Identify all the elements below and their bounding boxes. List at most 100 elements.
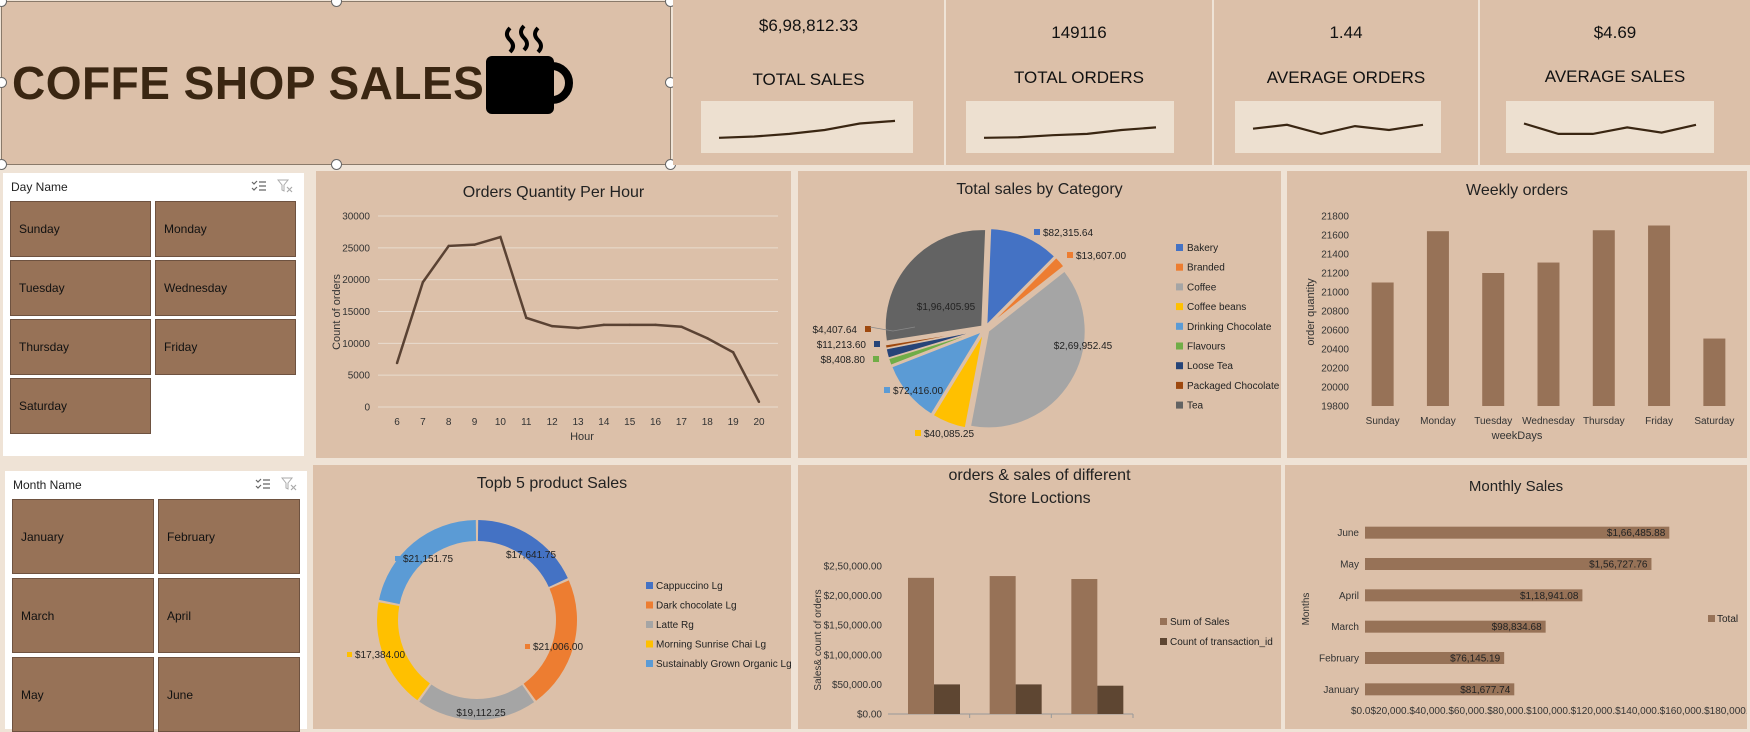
slicer-item-june[interactable]: June — [158, 657, 300, 732]
slicer-item-monday[interactable]: Monday — [155, 201, 296, 257]
slicer-item-may[interactable]: May — [12, 657, 154, 732]
data-label: $40,085.25 — [924, 429, 974, 440]
slicer-title: Day Name — [11, 180, 68, 194]
y-tick-label: June — [1337, 528, 1359, 539]
clear-filter-icon[interactable] — [277, 179, 293, 193]
data-label: $8,408.80 — [821, 355, 866, 366]
data-label-marker — [395, 556, 400, 561]
y-tick-label: $1,50,000.00 — [824, 621, 883, 632]
x-tick-label: Tuesday — [1474, 416, 1512, 427]
slicer-item-january[interactable]: January — [12, 499, 154, 574]
data-label: $81,677.74 — [1460, 685, 1510, 696]
legend-label: Bakery — [1187, 243, 1218, 254]
category-pie-chart: $82,315.64 $13,607.00 $2,69,952.45 $40,085.… — [813, 227, 1280, 440]
store-bar-chart: $2,50,000.00 $2,00,000.00 $1,50,000.00 $1,0… — [813, 562, 1273, 721]
resize-handle[interactable] — [0, 77, 7, 88]
resize-handle[interactable] — [0, 159, 7, 170]
legend-label: Coffee — [1187, 282, 1217, 293]
legend-swatch — [1176, 303, 1183, 311]
data-point — [654, 323, 657, 327]
legend-swatch — [1160, 618, 1167, 625]
data-label: $1,66,485.88 — [1607, 528, 1666, 539]
x-tick-label: 17 — [676, 417, 688, 428]
data-label: $82,315.64 — [1043, 228, 1093, 239]
line-chart: 30000 25000 20000 15000 10000 5000 0 6 7 8 9 10 11 12… — [331, 212, 778, 443]
slicer-title: Month Name — [13, 478, 82, 492]
y-tick-label: 20800 — [1321, 307, 1349, 318]
legend-label: Coffee beans — [1187, 302, 1246, 313]
clear-filter-icon[interactable] — [281, 477, 297, 491]
kpi-card-total-sales: $6,98,812.33 TOTAL SALES — [673, 0, 944, 165]
multi-select-icon[interactable] — [255, 477, 271, 491]
legend-swatch — [1176, 322, 1183, 330]
legend-label: Sustainably Grown Organic Lg — [656, 659, 791, 670]
x-axis-label: weekDays — [1491, 430, 1543, 442]
bar-sum-of-sales — [1071, 579, 1098, 714]
data-label-marker — [347, 652, 352, 657]
sparkline — [1506, 101, 1714, 153]
sparkline — [701, 101, 913, 153]
resize-handle[interactable] — [331, 159, 342, 170]
y-tick-label: $0.00 — [857, 710, 882, 721]
data-label-marker — [865, 326, 871, 332]
kpi-label: AVERAGE SALES — [1544, 67, 1686, 86]
bar-thursday — [1592, 230, 1615, 406]
pie-slice-bakery — [985, 227, 1056, 328]
data-label-marker — [884, 387, 890, 393]
slicer-item-april[interactable]: April — [158, 578, 300, 653]
data-label: $72,416.00 — [893, 386, 943, 397]
bar-march — [1365, 620, 1546, 633]
y-tick-label: 21200 — [1321, 269, 1349, 280]
y-tick-label: $1,00,000.00 — [824, 650, 883, 661]
slicer-item-tuesday[interactable]: Tuesday — [10, 260, 151, 316]
store-locations-panel: orders & sales of different Store Loctio… — [798, 465, 1281, 729]
x-tick-label: 19 — [728, 417, 740, 428]
sales-by-category-panel: Total sales by Category $82,315.64 $13,60… — [798, 171, 1281, 458]
data-label: $19,112.25 — [456, 708, 506, 719]
y-tick-label: April — [1339, 591, 1359, 602]
resize-handle[interactable] — [331, 0, 342, 7]
y-tick-label: 20400 — [1321, 345, 1349, 356]
y-axis-label: Count of orders — [331, 274, 343, 350]
data-point — [576, 326, 580, 330]
chart-title: orders & sales of different — [948, 467, 1131, 484]
data-label: $1,96,405.95 — [917, 302, 976, 313]
day-slicer[interactable]: Day Name Sunday Monday Tuesday Wednesday… — [3, 173, 304, 456]
sparkline-series — [1523, 122, 1697, 136]
slicer-item-thursday[interactable]: Thursday — [10, 319, 151, 375]
slicer-item-march[interactable]: March — [12, 578, 154, 653]
legend-swatch — [1176, 283, 1183, 291]
slicer-item-sunday[interactable]: Sunday — [10, 201, 151, 257]
y-tick-label: 20000 — [1321, 383, 1349, 394]
y-tick-label: 19800 — [1321, 402, 1349, 413]
y-axis-label: Sales& count of orders — [813, 589, 824, 690]
orders-line — [395, 235, 761, 403]
data-label-marker — [873, 356, 879, 362]
monthly-bar-chart: $1,66,485.88 June $1,56,727.76 May $1,18,941… — [1301, 526, 1747, 717]
x-tick-label: Sunday — [1366, 416, 1400, 427]
y-tick-label: 21400 — [1321, 250, 1349, 261]
title-panel[interactable]: COFFE SHOP SALES — [0, 0, 676, 170]
slicer-item-friday[interactable]: Friday — [155, 319, 296, 375]
data-label: $17,384.00 — [355, 650, 405, 661]
data-label-marker — [525, 644, 530, 649]
pie-slice-coffee-beans — [931, 332, 985, 429]
data-point — [550, 324, 554, 328]
month-slicer[interactable]: Month Name January February March April … — [5, 471, 307, 732]
data-point — [602, 323, 606, 327]
data-label-marker — [874, 341, 880, 347]
legend-swatch — [1176, 244, 1183, 251]
pie-slice-branded — [987, 256, 1066, 327]
slicer-item-saturday[interactable]: Saturday — [10, 378, 151, 434]
legend-label: Total — [1717, 614, 1738, 625]
legend-label: Tea — [1187, 401, 1204, 412]
multi-select-icon[interactable] — [251, 179, 267, 193]
resize-handle[interactable] — [0, 0, 7, 7]
data-label: $2,69,952.45 — [1054, 341, 1113, 352]
data-point — [680, 325, 683, 328]
slicer-item-february[interactable]: February — [158, 499, 300, 574]
x-tick-labels: $0.0$20,000.$40,000.$60,000.$80,000.$100… — [1351, 706, 1747, 717]
legend-swatch — [1708, 615, 1715, 622]
coffee-cup-icon — [486, 24, 573, 114]
slicer-item-wednesday[interactable]: Wednesday — [155, 260, 296, 316]
